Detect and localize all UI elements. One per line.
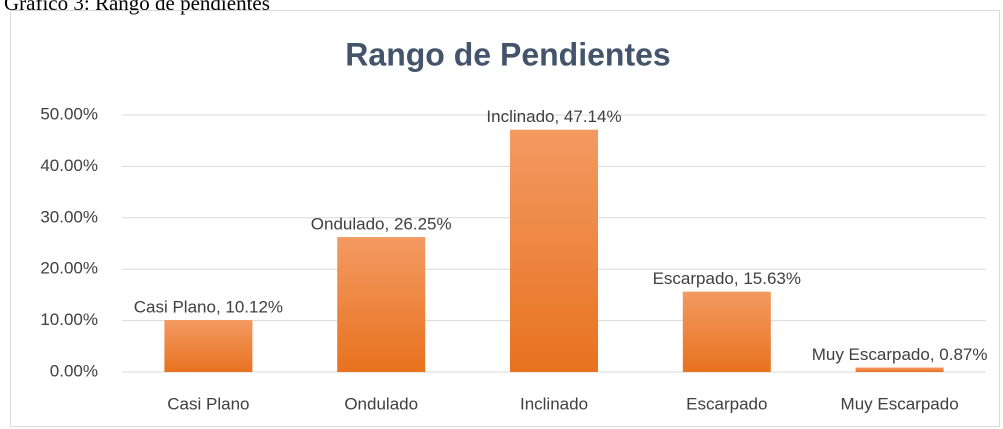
x-tick-label: Muy Escarpado	[841, 394, 959, 413]
bar	[164, 319, 253, 372]
data-label: Muy Escarpado, 0.87%	[812, 345, 988, 364]
x-tick-label: Escarpado	[686, 394, 767, 413]
y-tick-label: 20.00%	[40, 259, 98, 278]
data-label: Inclinado, 47.14%	[486, 107, 621, 126]
bar	[855, 367, 944, 372]
y-tick-label: 0.00%	[50, 361, 98, 380]
data-label: Escarpado, 15.63%	[653, 269, 801, 288]
bar	[337, 237, 426, 372]
bar	[682, 291, 771, 372]
bar	[510, 129, 598, 372]
x-tick-label: Ondulado	[344, 394, 418, 413]
x-tick-label: Casi Plano	[167, 394, 249, 413]
data-label: Casi Plano, 10.12%	[134, 297, 283, 316]
data-label: Ondulado, 26.25%	[311, 215, 452, 234]
caption: Gráfico 3: Rango de pendientes	[4, 0, 270, 15]
chart-frame	[10, 10, 1000, 427]
chart-title: Rango de Pendientes	[345, 36, 670, 72]
y-tick-label: 10.00%	[40, 310, 98, 329]
x-tick-label: Inclinado	[520, 394, 588, 413]
y-tick-label: 30.00%	[40, 207, 98, 226]
y-tick-label: 40.00%	[40, 156, 98, 175]
y-tick-label: 50.00%	[40, 104, 98, 123]
